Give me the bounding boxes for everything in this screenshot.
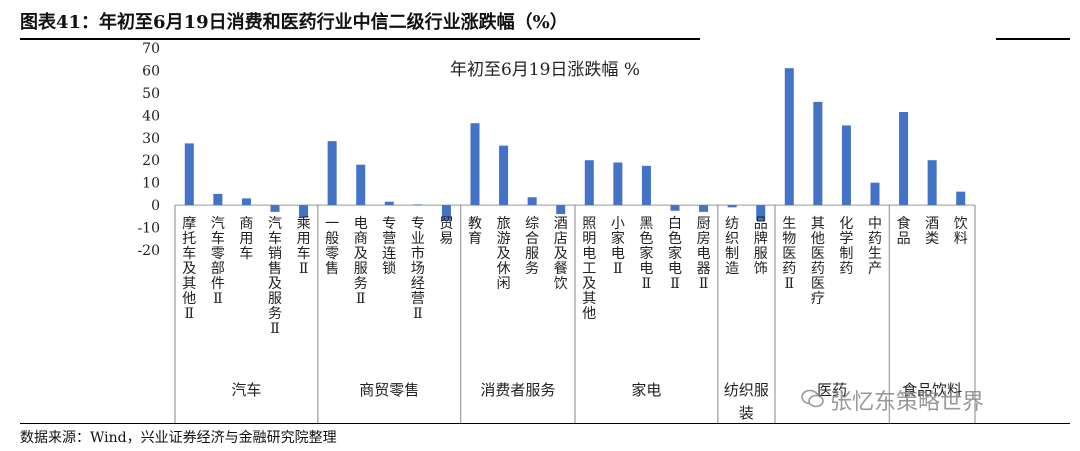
group-label: 医药 — [817, 381, 847, 399]
bar — [527, 197, 537, 206]
y-tick-label: 30 — [142, 131, 160, 147]
bar — [184, 143, 194, 206]
category-label: 摩托车及其他 Ⅱ — [182, 215, 196, 322]
bar — [327, 141, 337, 206]
title-rule — [20, 38, 1070, 40]
bar — [670, 205, 680, 211]
bar — [641, 165, 651, 206]
bar — [956, 191, 966, 206]
category-label: 酒店及餐饮 — [554, 216, 568, 292]
bar — [556, 205, 566, 215]
category-label: 厨房电器 Ⅱ — [697, 216, 711, 292]
watermark: 张忆东策略世界 — [830, 390, 985, 415]
category-label: 生物医药 Ⅱ — [782, 216, 796, 292]
bar — [613, 162, 623, 206]
category-label: 专业市场经营 Ⅱ — [411, 216, 425, 322]
category-label: 贸易 — [439, 216, 453, 247]
bar — [784, 68, 794, 206]
title-rule-gap — [700, 36, 996, 42]
category-label: 乘用车 Ⅱ — [297, 216, 311, 277]
y-tick-label: 10 — [142, 176, 160, 192]
category-labels: 摩托车及其他 Ⅱ 汽车零部件 Ⅱ 商用车 汽车销售及服务 Ⅱ 乘用车 Ⅱ 一般零售 电商及服务 Ⅱ 专营… — [182, 215, 967, 337]
y-tick-label: 40 — [142, 108, 160, 124]
y-tick-label: 60 — [142, 63, 160, 79]
y-tick-label: 0 — [151, 198, 160, 214]
category-label: 纺织制造 — [725, 216, 739, 277]
category-label: 汽车零部件 Ⅱ — [211, 216, 225, 307]
group-label: 消费者服务 — [480, 381, 555, 399]
category-label: 综合服务 — [525, 216, 539, 277]
category-label: 饮料 — [954, 216, 968, 247]
bar — [299, 205, 309, 218]
y-tick-label: -10 — [137, 221, 160, 237]
bar — [870, 182, 880, 206]
bar — [470, 123, 480, 206]
bar — [499, 145, 509, 206]
group-label: 商贸零售 — [359, 381, 419, 399]
category-label: 教育 — [468, 216, 482, 247]
bar — [756, 205, 766, 221]
bar — [441, 205, 451, 221]
bar — [727, 205, 737, 208]
group-label: 汽车 — [231, 381, 261, 399]
category-label: 食品 — [897, 215, 911, 247]
category-label: 一般零售 — [325, 216, 339, 277]
bar — [356, 164, 366, 206]
group-label: 纺织服装 — [724, 381, 769, 422]
group-label: 家电 — [631, 381, 661, 399]
category-label: 电商及服务 Ⅱ — [354, 216, 368, 307]
category-label: 酒类 — [925, 216, 939, 247]
bar — [699, 205, 709, 212]
category-label: 专营连锁 — [382, 216, 396, 277]
y-axis: -20 -10 0 10 20 30 40 50 60 70 — [137, 41, 975, 259]
wechat-icon — [801, 389, 824, 408]
category-label: 汽车销售及服务 Ⅱ — [268, 216, 282, 337]
category-label: 商用车 — [239, 216, 253, 262]
y-tick-label: 20 — [142, 153, 160, 169]
category-label: 化学制药 — [839, 216, 853, 277]
source-rule — [20, 423, 1070, 424]
category-label: 旅游及休闲 — [497, 216, 511, 292]
y-tick-label: -20 — [137, 243, 160, 259]
bars — [184, 68, 966, 221]
bar — [213, 193, 223, 206]
group-label: 食品饮料 — [902, 381, 962, 399]
figure-title: 图表41：年初至6月19日消费和医药行业中信二级行业涨跌幅（%） — [20, 12, 568, 33]
bar — [927, 160, 937, 206]
bar — [813, 101, 823, 206]
bar — [584, 160, 594, 206]
bar — [384, 201, 394, 206]
category-label: 照明电工及其他 — [582, 216, 596, 322]
bar — [899, 111, 909, 206]
bar — [270, 205, 280, 212]
chart-title: 年初至6月19日涨跌幅 % — [450, 60, 640, 80]
category-label: 其他医药医疗 — [811, 216, 825, 307]
category-label: 黑色家电 Ⅱ — [639, 216, 653, 292]
y-tick-label: 50 — [142, 86, 160, 102]
category-label: 小家电 Ⅱ — [611, 216, 625, 277]
y-tick-label: 70 — [142, 41, 160, 57]
category-label: 白色家电 Ⅱ — [668, 216, 682, 292]
bar — [241, 198, 251, 206]
bar — [413, 204, 423, 206]
category-label: 品牌服饰 — [754, 216, 768, 277]
source-note: 数据来源：Wind，兴业证券经济与金融研究院整理 — [20, 430, 337, 446]
bar — [841, 125, 851, 206]
category-label: 中药生产 — [868, 216, 882, 277]
